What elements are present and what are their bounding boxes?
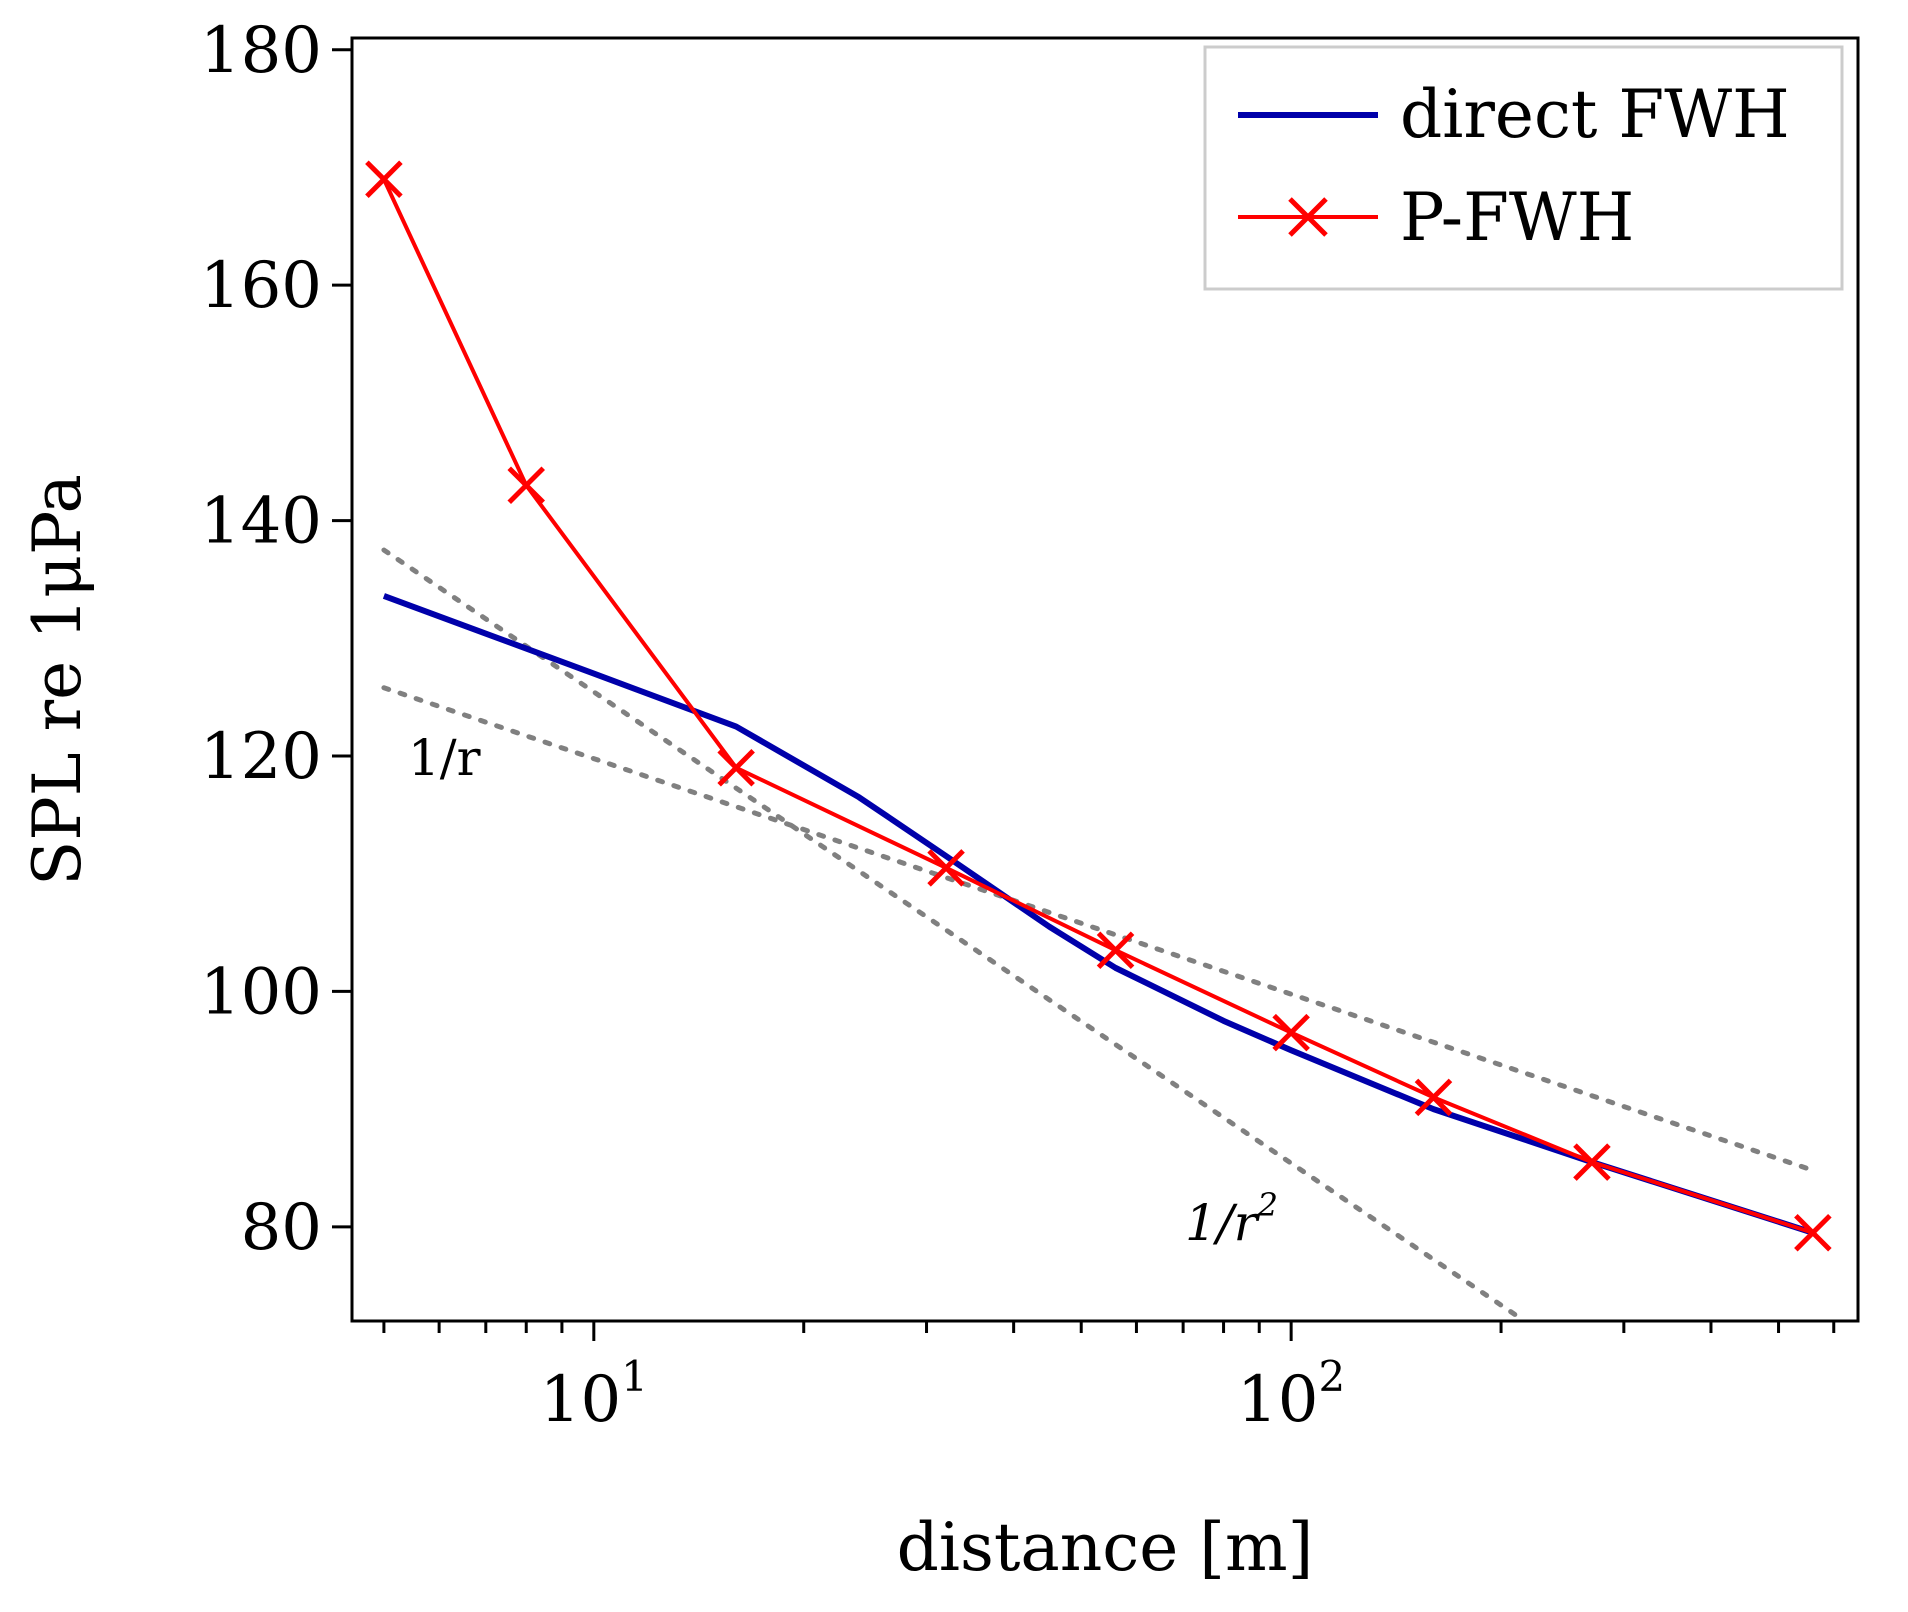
series-layer xyxy=(365,160,1832,1252)
y-axis-title: SPL re 1μPa xyxy=(19,474,96,886)
data-point-p-fwh-1 xyxy=(507,466,546,505)
y-tick-label-80: 80 xyxy=(241,1191,322,1265)
y-tick-label-160: 160 xyxy=(200,249,322,323)
annotation-1-over-r2-text: 1/r xyxy=(1185,1194,1261,1252)
ticks-layer: 80 100 120 140 160 180 101 102 xyxy=(200,14,1836,1437)
reference-line-1 xyxy=(381,685,1816,1173)
series-line-direct-fwh xyxy=(382,593,1814,1236)
annotation-1-over-r-text: 1/r xyxy=(408,729,481,787)
legend-label-direct-fwh: direct FWH xyxy=(1400,76,1790,153)
y-tick-label-120: 120 xyxy=(200,720,322,794)
data-point-p-fwh-8 xyxy=(1794,1213,1832,1252)
x-axis-title: distance [m] xyxy=(897,1509,1314,1586)
legend-label-p-fwh: P-FWH xyxy=(1400,179,1634,256)
reference-lines-layer xyxy=(381,547,1816,1318)
series-line-p-fwh xyxy=(382,178,1814,1235)
data-point-p-fwh-4 xyxy=(1096,931,1135,969)
reference-line-2 xyxy=(381,547,1519,1318)
annotation-1-over-r2-sup: 2 xyxy=(1257,1186,1278,1224)
data-point-p-fwh-7 xyxy=(1573,1143,1611,1181)
data-point-p-fwh-6 xyxy=(1414,1078,1453,1117)
data-point-p-fwh-0 xyxy=(365,160,403,199)
data-point-p-fwh-3 xyxy=(927,849,965,887)
annotation-1-over-r: 1/r xyxy=(408,729,481,787)
plot-frame xyxy=(350,36,1860,1323)
x-tick-label-100: 102 xyxy=(1237,1352,1345,1437)
svg-text:1/r: 1/r xyxy=(408,729,481,787)
y-tick-label-100: 100 xyxy=(200,955,322,1029)
data-point-p-fwh-5 xyxy=(1272,1013,1310,1052)
legend: direct FWH P-FWH xyxy=(1203,45,1844,291)
y-tick-label-180: 180 xyxy=(200,14,322,88)
legend-marker-p-fwh xyxy=(1288,197,1328,237)
legend-box xyxy=(1203,45,1844,291)
data-point-p-fwh-2 xyxy=(717,749,755,787)
annotation-1-over-r2: 1/r2 xyxy=(1185,1186,1278,1252)
x-tick-label-10: 101 xyxy=(540,1352,648,1437)
svg-text:1/r2: 1/r2 xyxy=(1185,1186,1278,1252)
y-tick-label-140: 140 xyxy=(200,485,322,559)
